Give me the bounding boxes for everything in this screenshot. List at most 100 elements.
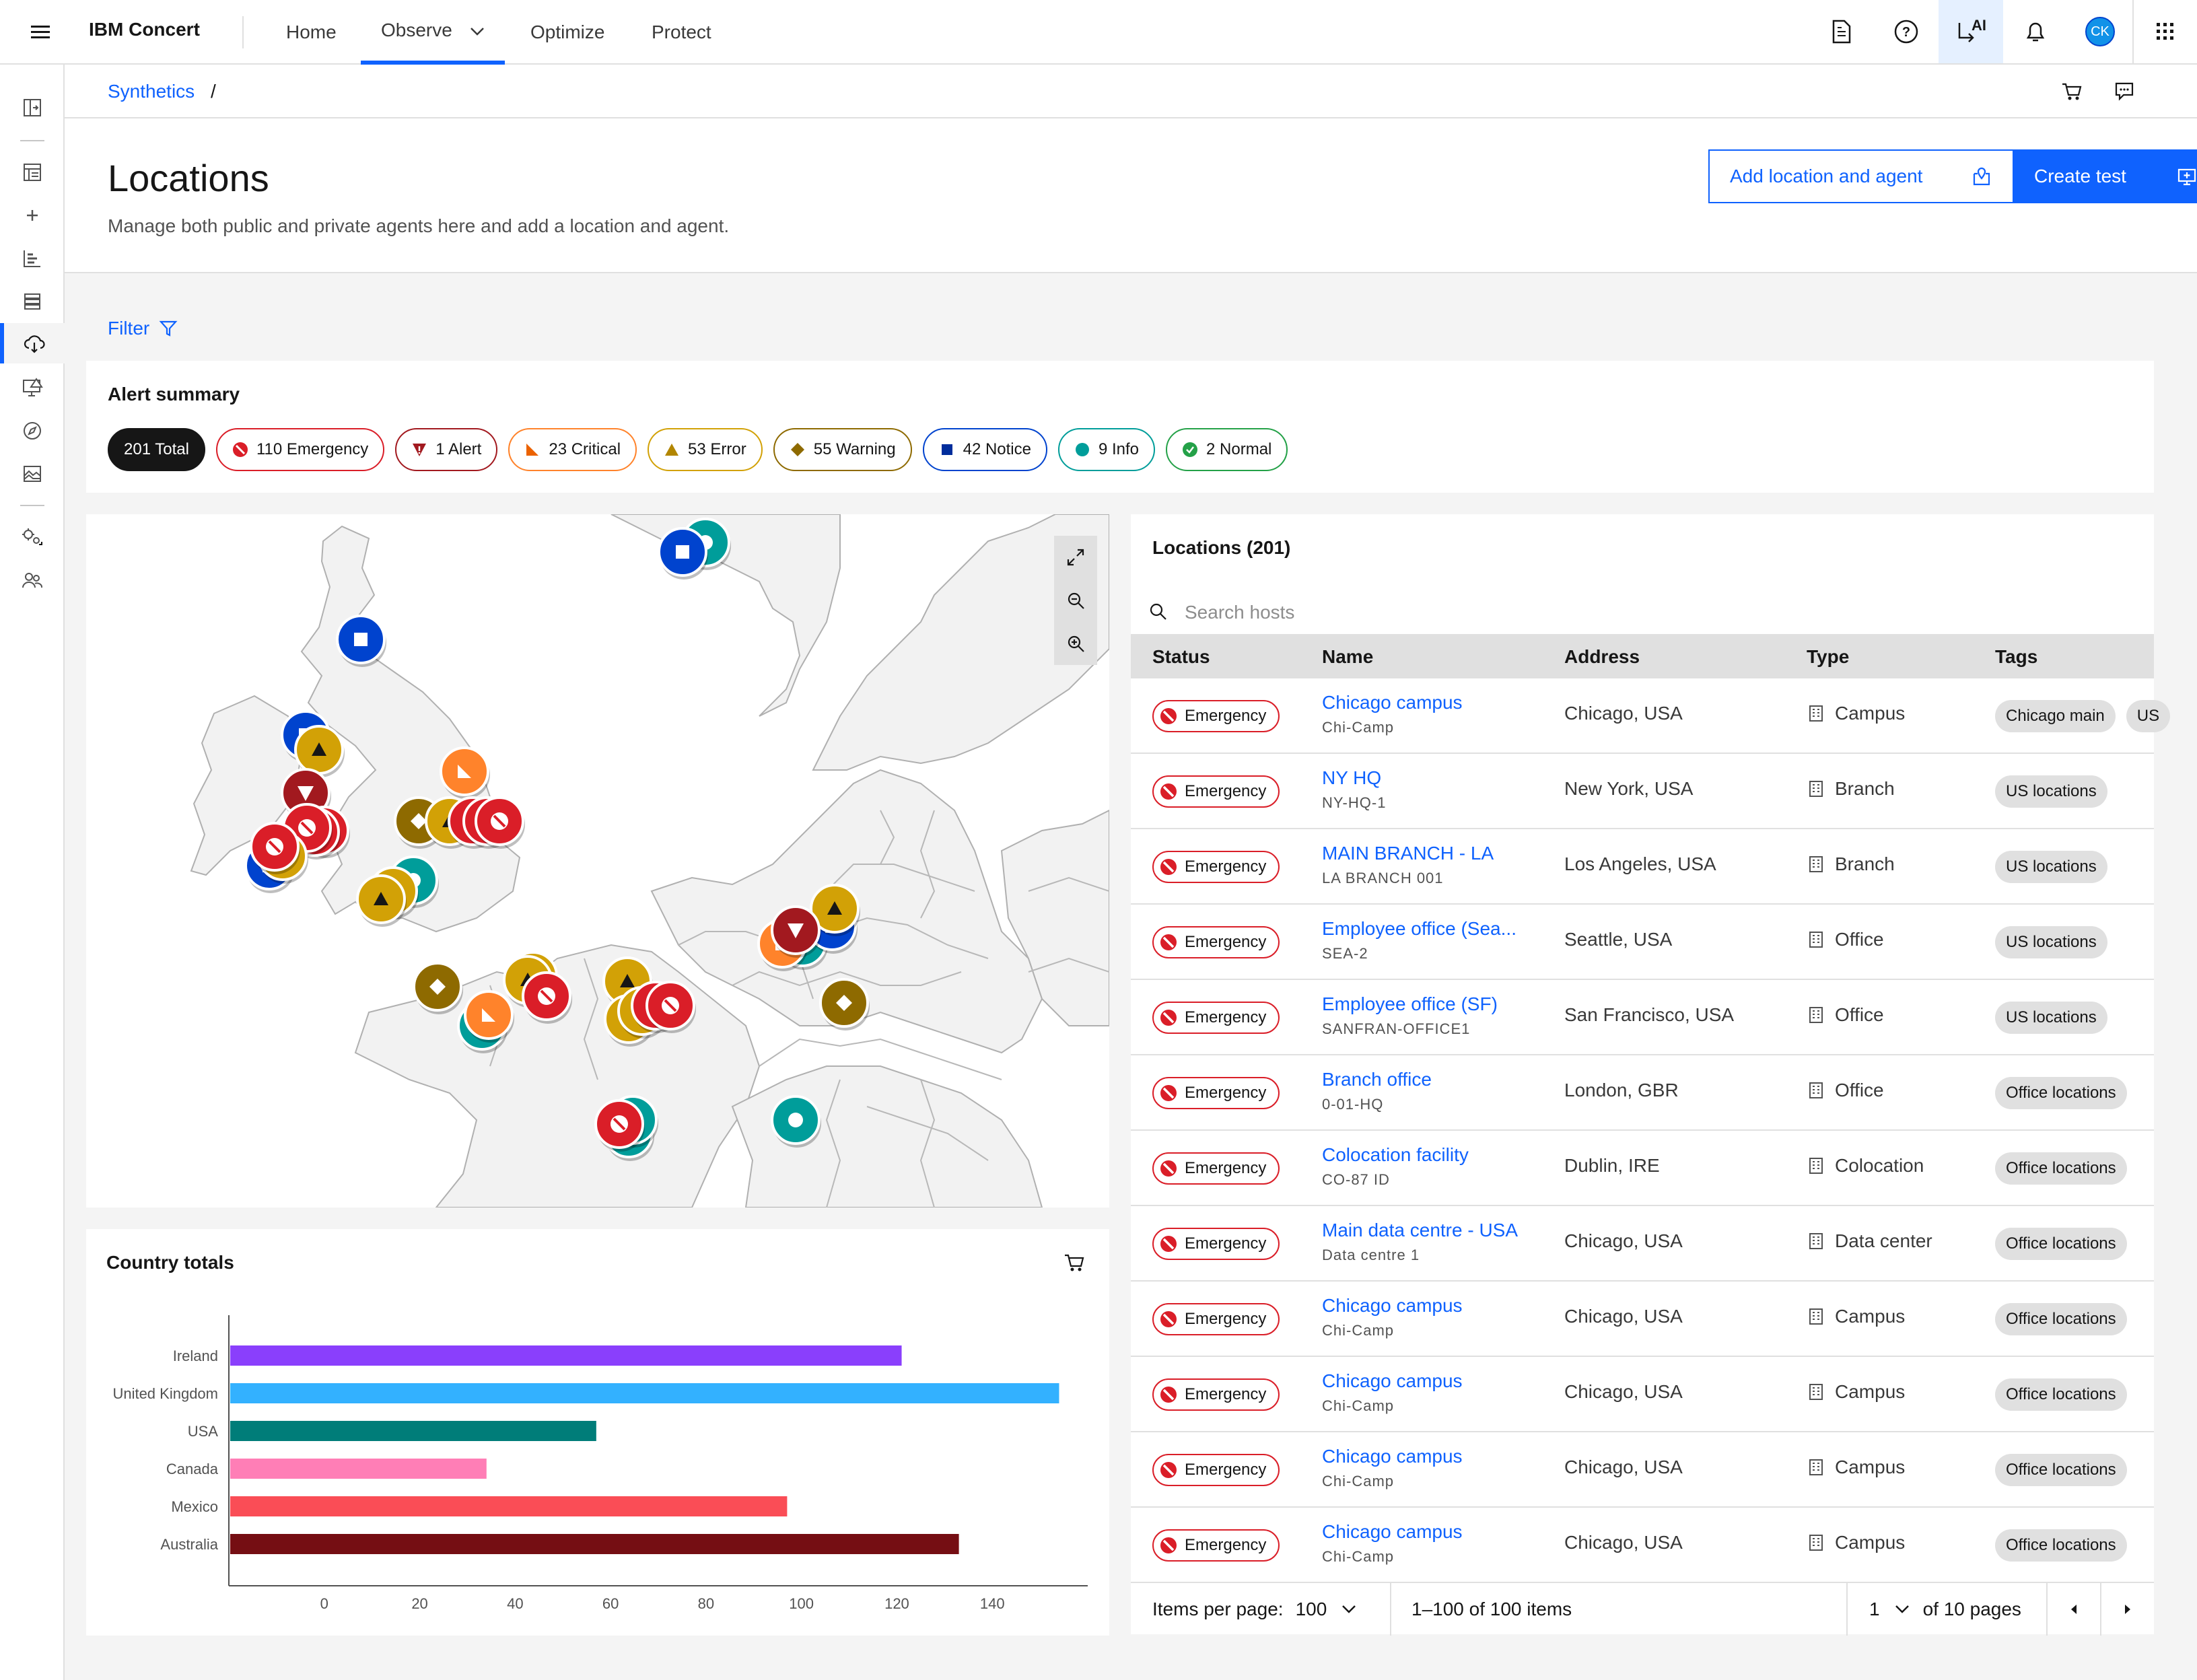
table-row[interactable]: Emergency MAIN BRANCH - LA LA BRANCH 001 Lo… (1131, 829, 2154, 905)
alert-pill-alert[interactable]: 1 Alert (395, 428, 498, 471)
map-marker-info[interactable] (771, 1095, 821, 1148)
alert-pill-emergency[interactable]: 110 Emergency (215, 428, 385, 471)
map-marker-notice[interactable] (658, 527, 708, 580)
add-location-button[interactable]: Add location and agent (1708, 149, 2014, 203)
map-marker-critical[interactable] (440, 746, 490, 799)
table-row[interactable]: Emergency Chicago campus Chi-Camp Chicago, … (1131, 1357, 2154, 1432)
location-name-link[interactable]: Chicago campus (1322, 692, 1463, 713)
cart-icon[interactable] (1061, 1249, 1088, 1276)
table-row[interactable]: Emergency NY HQ NY-HQ-1 New York, USA Branch… (1131, 754, 2154, 829)
monitor-alert-icon[interactable] (0, 368, 65, 408)
tag[interactable]: US locations (1995, 775, 2107, 808)
column-header-status[interactable]: Status (1152, 646, 1210, 667)
settings-icon[interactable] (0, 517, 65, 557)
zoom-in-icon[interactable] (1054, 622, 1097, 665)
expand-icon[interactable] (1054, 536, 1097, 579)
location-name-link[interactable]: Chicago campus (1322, 1370, 1463, 1391)
create-test-button[interactable]: Create test (2014, 149, 2197, 203)
table-row[interactable]: Emergency Chicago campus Chi-Camp Chicago, … (1131, 1432, 2154, 1508)
tag[interactable]: US (2126, 700, 2171, 732)
map-marker-error[interactable] (810, 884, 860, 936)
help-icon[interactable]: ? (1874, 0, 1939, 63)
next-page-button[interactable] (2100, 1583, 2154, 1636)
storage-icon[interactable] (0, 281, 65, 322)
previous-page-button[interactable] (2046, 1583, 2100, 1636)
tag[interactable]: Office locations (1995, 1152, 2127, 1185)
items-per-page-select[interactable]: 100 (1296, 1599, 1357, 1620)
table-row[interactable]: Emergency Branch office 0-01-HQ London, GBR… (1131, 1055, 2154, 1131)
location-name-link[interactable]: Employee office (Sea... (1322, 918, 1516, 939)
breadcrumb-link-synthetics[interactable]: Synthetics (108, 81, 195, 102)
tag[interactable]: US locations (1995, 1002, 2107, 1034)
table-row[interactable]: Emergency Chicago campus Chi-Camp Chicago, … (1131, 1508, 2154, 1583)
map-marker-emergency[interactable] (522, 971, 572, 1024)
map-marker-emergency[interactable] (594, 1099, 645, 1152)
compass-icon[interactable] (0, 411, 65, 451)
column-header-tags[interactable]: Tags (1995, 646, 2038, 667)
cart-icon[interactable] (2058, 78, 2085, 105)
location-name-link[interactable]: Employee office (SF) (1322, 993, 1498, 1014)
app-switcher-icon[interactable] (2132, 0, 2197, 63)
column-header-name[interactable]: Name (1322, 646, 1374, 667)
menu-icon[interactable] (27, 19, 54, 46)
table-row[interactable]: Emergency Chicago campus Chi-Camp Chicago, … (1131, 678, 2171, 754)
tag[interactable]: Office locations (1995, 1529, 2127, 1562)
map-marker-alert[interactable] (771, 905, 821, 958)
column-header-address[interactable]: Address (1564, 646, 1640, 667)
users-icon[interactable] (0, 560, 65, 600)
table-row[interactable]: Emergency Colocation facility CO-87 ID Dubl… (1131, 1131, 2154, 1206)
search-bar[interactable]: Search hosts (1131, 586, 2154, 639)
alert-pill-info[interactable]: 9 Info (1057, 428, 1156, 471)
tag[interactable]: Chicago main (1995, 700, 2116, 732)
search-input[interactable]: Search hosts (1185, 602, 1295, 623)
location-name-link[interactable]: Chicago campus (1322, 1295, 1463, 1316)
dashboard-icon[interactable] (0, 152, 65, 193)
cloud-monitoring-icon[interactable] (0, 323, 65, 363)
alert-pill-total[interactable]: 201 Total (108, 428, 205, 471)
alert-pill-critical[interactable]: 23 Critical (508, 428, 637, 471)
nav-protect[interactable]: Protect (652, 22, 711, 42)
map-layers-icon[interactable] (0, 454, 65, 494)
notification-icon[interactable] (2003, 0, 2068, 63)
tag[interactable]: Office locations (1995, 1378, 2127, 1411)
tag[interactable]: US locations (1995, 851, 2107, 883)
zoom-out-icon[interactable] (1054, 579, 1097, 622)
table-row[interactable]: Emergency Employee office (Sea... SEA-2 Sea… (1131, 905, 2154, 980)
tag[interactable]: Office locations (1995, 1303, 2127, 1335)
feedback-icon[interactable] (2111, 78, 2138, 105)
alert-pill-error[interactable]: 53 Error (648, 428, 763, 471)
alert-pill-normal[interactable]: 2 Normal (1166, 428, 1288, 471)
tag[interactable]: Office locations (1995, 1077, 2127, 1109)
location-name-link[interactable]: Branch office (1322, 1069, 1432, 1090)
nav-optimize[interactable]: Optimize (530, 22, 605, 42)
table-row[interactable]: Emergency Main data centre - USA Data cent… (1131, 1206, 2154, 1282)
location-name-link[interactable]: NY HQ (1322, 767, 1382, 788)
location-name-link[interactable]: MAIN BRANCH - LA (1322, 843, 1494, 864)
map-marker-error[interactable] (356, 874, 407, 927)
map-marker-notice[interactable] (336, 615, 386, 667)
filter-button[interactable]: Filter (108, 318, 178, 339)
side-panel-icon[interactable] (0, 88, 65, 128)
nav-observe[interactable]: Observe (361, 0, 505, 65)
table-row[interactable]: Emergency Employee office (SF) SANFRAN-OFF… (1131, 980, 2154, 1055)
map-marker-emergency[interactable] (475, 796, 525, 849)
column-header-type[interactable]: Type (1807, 646, 1850, 667)
location-name-link[interactable]: Colocation facility (1322, 1144, 1469, 1165)
map-marker-error[interactable] (294, 725, 345, 777)
location-name-link[interactable]: Main data centre - USA (1322, 1220, 1519, 1240)
page-select[interactable]: 1 of 10 pages (1846, 1583, 2021, 1636)
ai-assistant-button[interactable]: AI (1939, 0, 2003, 63)
add-icon[interactable] (0, 195, 65, 236)
tag[interactable]: US locations (1995, 926, 2107, 958)
brand-name[interactable]: IBM Concert (89, 19, 200, 40)
map-marker-critical[interactable] (464, 990, 514, 1043)
location-map[interactable] (86, 514, 1109, 1208)
map-marker-warning[interactable] (819, 978, 870, 1030)
map-marker-emergency[interactable] (646, 981, 696, 1033)
location-name-link[interactable]: Chicago campus (1322, 1521, 1463, 1542)
bar-chart-icon[interactable] (0, 238, 65, 279)
map-marker-warning[interactable] (413, 962, 463, 1014)
alert-pill-notice[interactable]: 42 Notice (922, 428, 1047, 471)
tag[interactable]: Office locations (1995, 1454, 2127, 1486)
user-avatar[interactable]: CK (2068, 0, 2132, 63)
